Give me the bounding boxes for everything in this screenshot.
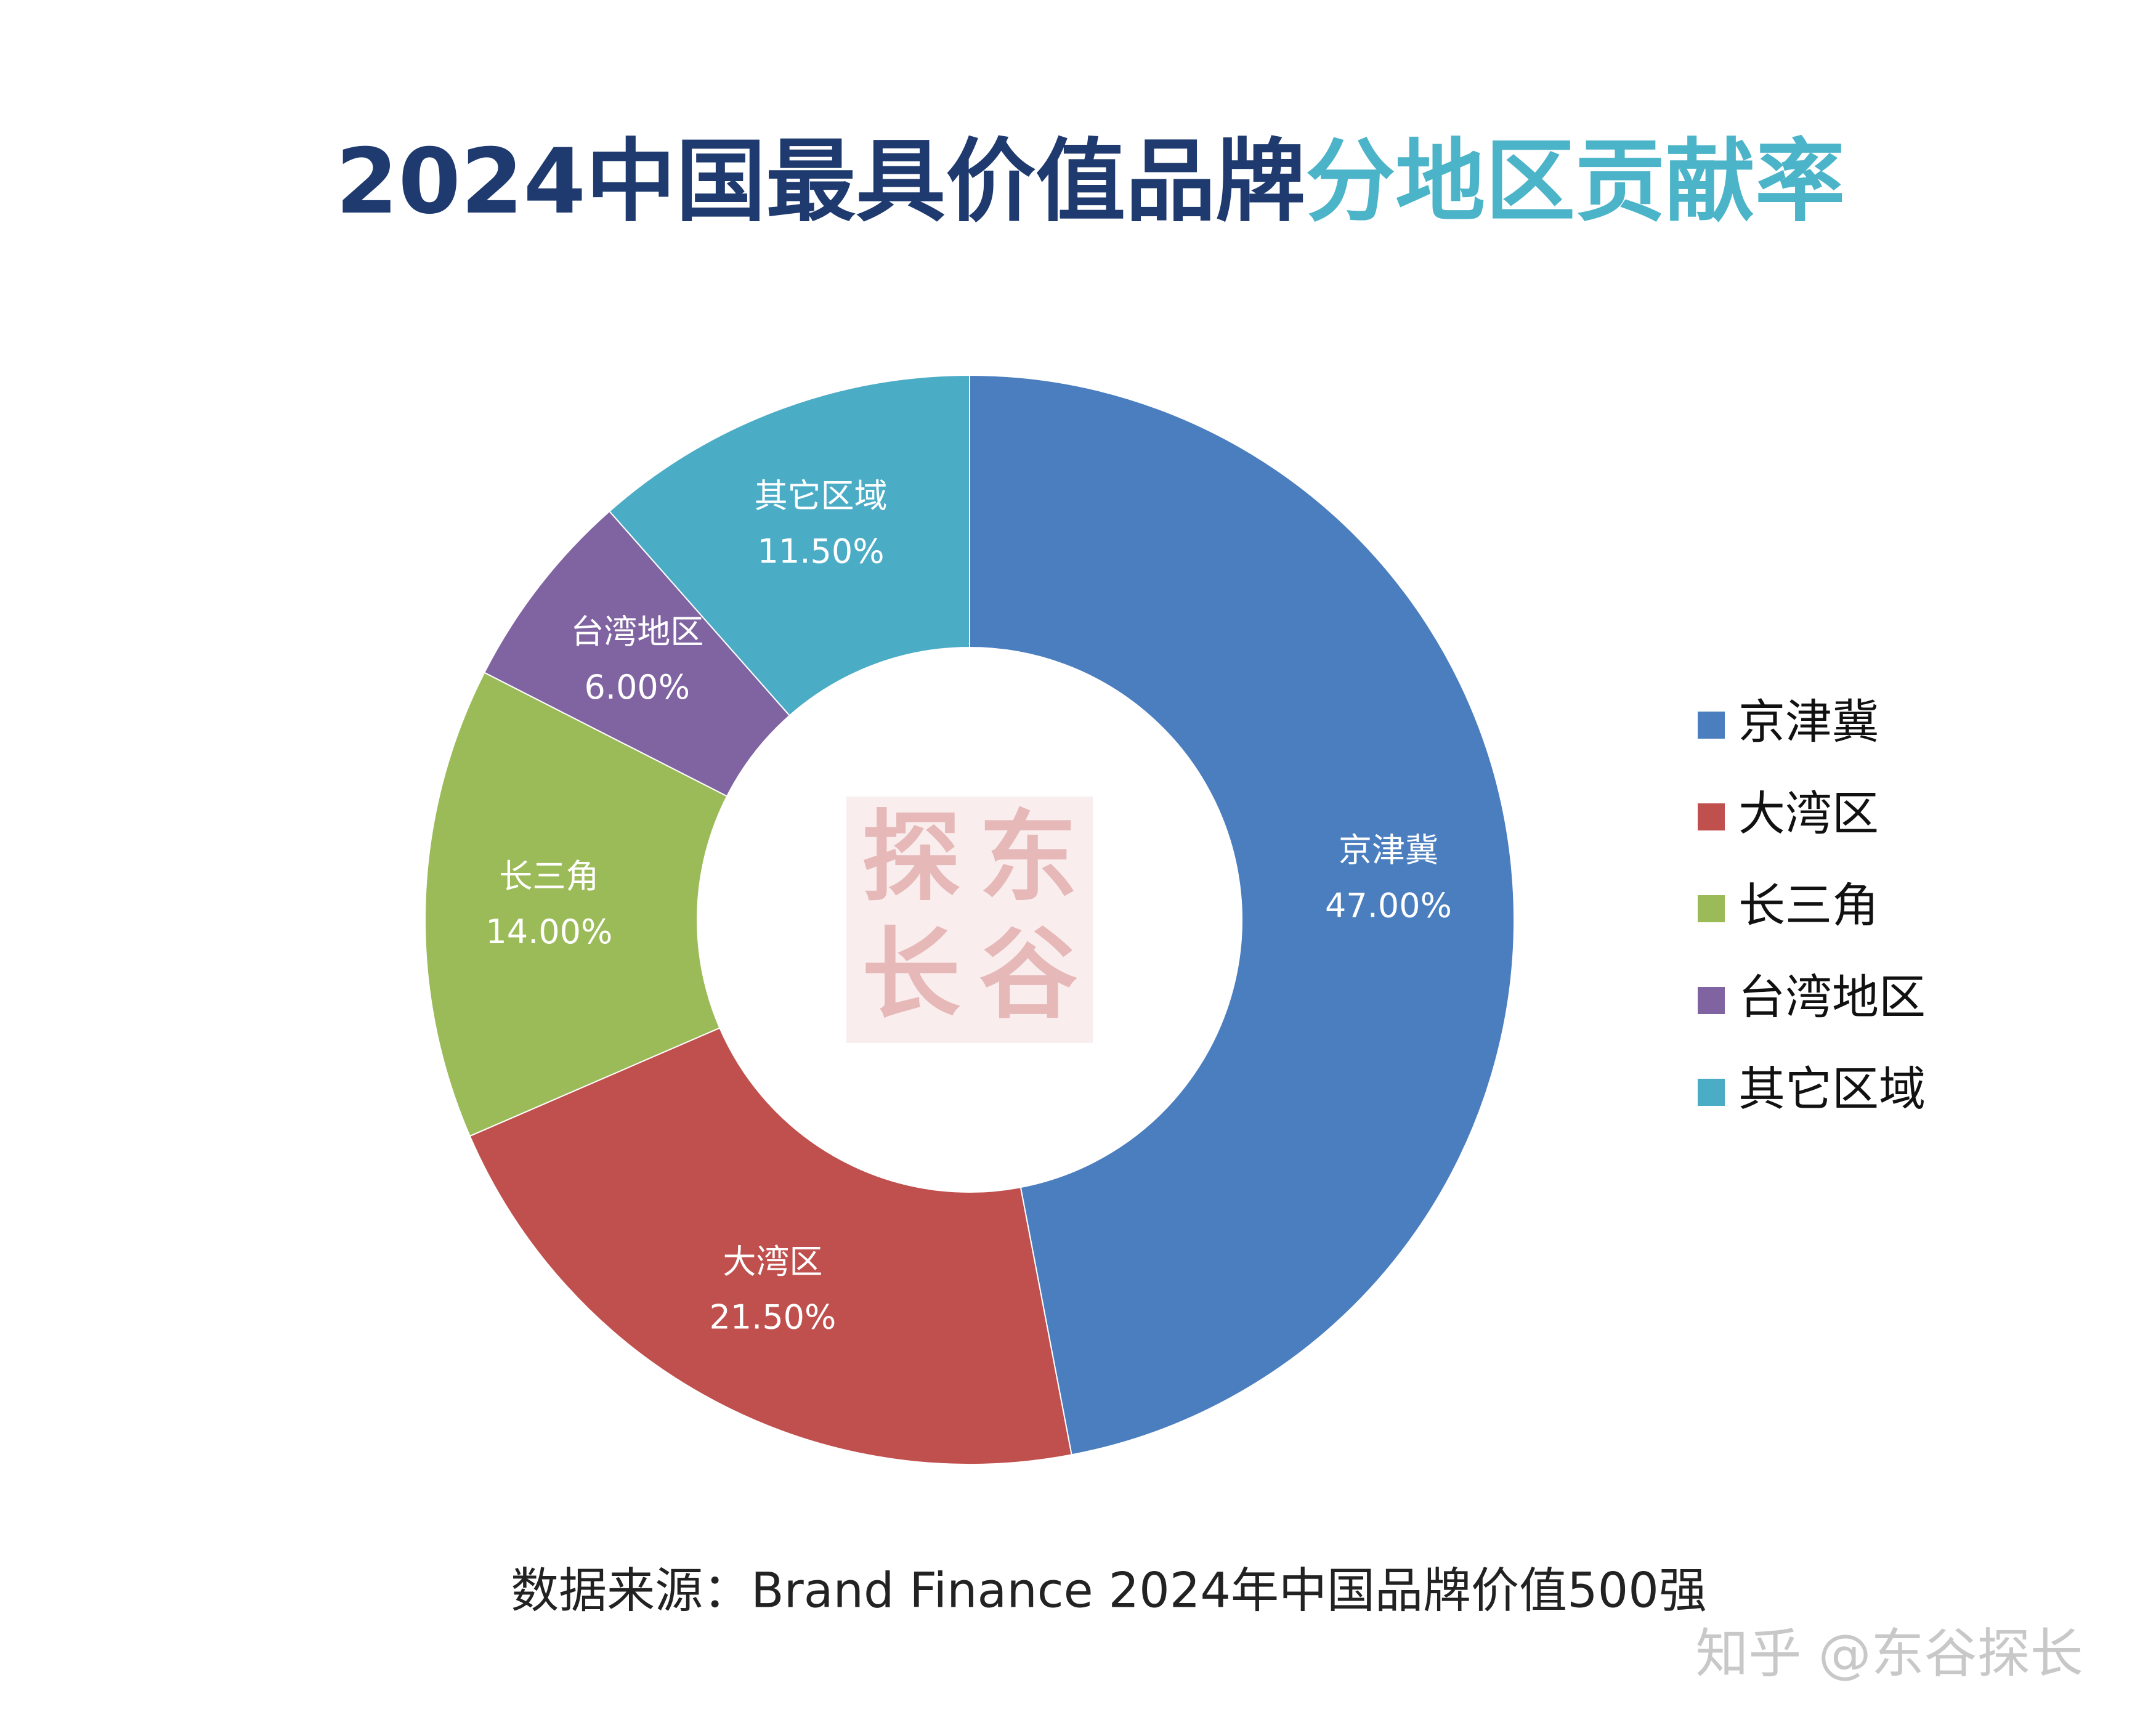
legend-swatch <box>1698 987 1725 1014</box>
value-label: 21.50% <box>709 1297 836 1336</box>
value-label: 47.00% <box>1325 886 1452 925</box>
legend-label: 长三角 <box>1738 878 1879 933</box>
stamp-char: 东 <box>979 800 1077 915</box>
slice-label: 长三角 <box>499 857 599 896</box>
stamp <box>846 797 1093 1043</box>
stamp-char: 长 <box>862 917 960 1032</box>
donut-slice <box>608 374 970 716</box>
legend-swatch <box>1698 1079 1725 1106</box>
value-label: 6.00% <box>585 668 691 707</box>
slice-label: 京津冀 <box>1339 830 1438 869</box>
donut-slice <box>424 672 728 1137</box>
value-label: 11.50% <box>758 532 885 571</box>
title-part: 2024中国最具价值品牌 <box>336 129 1305 234</box>
value-label: 14.00% <box>485 912 612 951</box>
stamp-char: 谷 <box>979 917 1077 1032</box>
stamp-char: 探 <box>862 800 960 915</box>
legend-label: 其它区域 <box>1738 1061 1926 1116</box>
title-part: 分地区贡献率 <box>1305 129 1845 234</box>
chart-title: 2024中国最具价值品牌分地区贡献率 <box>336 129 1845 234</box>
donut-slice <box>969 374 1515 1456</box>
source-note: 数据来源：Brand Finance 2024年中国品牌价值500强 <box>511 1563 1707 1618</box>
legend-label: 京津冀 <box>1738 694 1879 749</box>
legend-swatch <box>1698 895 1725 922</box>
slice-label: 大湾区 <box>723 1242 822 1281</box>
legend-label: 大湾区 <box>1738 786 1879 841</box>
legend-swatch <box>1698 803 1725 830</box>
donut-slice <box>469 1027 1072 1465</box>
watermark: 知乎 @东谷探长 <box>1695 1623 2083 1684</box>
legend-swatch <box>1698 712 1725 739</box>
slice-label: 其它区域 <box>755 477 888 516</box>
slice-label: 台湾地区 <box>570 612 703 651</box>
legend-label: 台湾地区 <box>1738 970 1926 1025</box>
